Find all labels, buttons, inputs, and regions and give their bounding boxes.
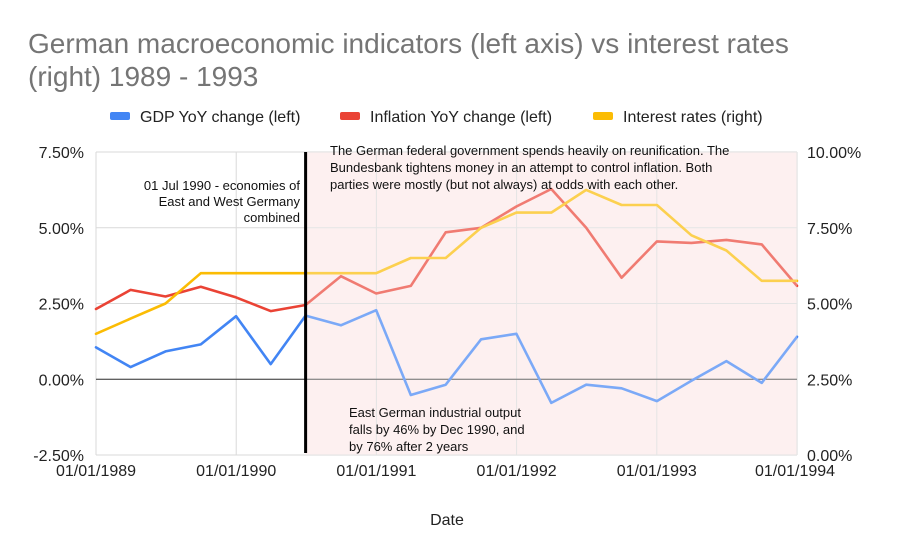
y-left-tick-label: 5.00% (39, 221, 84, 238)
annotation-industrial-line-1: East German industrial output (349, 405, 521, 420)
y-left-tick-label: 0.00% (39, 372, 84, 389)
legend-swatch-inflation (340, 112, 360, 120)
chart-title-line-1: German macroeconomic indicators (left ax… (28, 28, 789, 59)
legend: GDP YoY change (left) Inflation YoY chan… (110, 109, 763, 126)
y-right-tick-label: 2.50% (807, 372, 852, 389)
series-line-inflation (94, 187, 799, 313)
legend-swatch-interest (593, 112, 613, 120)
series-line-gdp (94, 308, 799, 405)
y-right-tick-label: 0.00% (807, 448, 852, 465)
annotation-reunification-line-1: The German federal government spends hea… (330, 143, 729, 158)
chart-title-line-2: (right) 1989 - 1993 (28, 61, 258, 92)
annotation-merge-line-2: East and West Germany (159, 194, 301, 209)
x-tick-label: 01/01/1993 (617, 463, 697, 480)
x-tick-label: 01/01/1994 (755, 463, 835, 480)
annotation-industrial-line-3: by 76% after 2 years (349, 439, 469, 454)
series-lines (94, 152, 799, 455)
legend-swatch-gdp (110, 112, 130, 120)
y-right-tick-label: 7.50% (807, 221, 852, 238)
annotation-merge-line-1: 01 Jul 1990 - economies of (144, 178, 300, 193)
annotation-industrial-line-2: falls by 46% by Dec 1990, and (349, 422, 525, 437)
x-tick-label: 01/01/1991 (336, 463, 416, 480)
y-left-tick-label: 2.50% (39, 297, 84, 314)
x-tick-label: 01/01/1989 (56, 463, 136, 480)
y-right-tick-label: 5.00% (807, 297, 852, 314)
annotation-reunification: The German federal government spends hea… (330, 143, 729, 192)
annotation-merge: 01 Jul 1990 - economies of East and West… (144, 178, 301, 225)
x-tick-label: 01/01/1990 (196, 463, 276, 480)
legend-label-gdp: GDP YoY change (left) (140, 109, 300, 126)
y-left-tick-label: -2.50% (33, 448, 84, 465)
annotation-industrial-output: East German industrial output falls by 4… (349, 405, 525, 454)
y-axis-left-ticks: 7.50% 5.00% 2.50% 0.00% -2.50% (33, 145, 84, 465)
annotation-merge-line-3: combined (244, 210, 300, 225)
annotation-reunification-line-3: parties were mostly (but not always) at … (330, 177, 678, 192)
y-axis-right-ticks: 10.00% 7.50% 5.00% 2.50% 0.00% (807, 145, 861, 465)
x-axis-title: Date (430, 512, 464, 529)
y-right-tick-label: 10.00% (807, 145, 861, 162)
legend-label-inflation: Inflation YoY change (left) (370, 109, 552, 126)
y-left-tick-label: 7.50% (39, 145, 84, 162)
legend-label-interest: Interest rates (right) (623, 109, 763, 126)
series-line-interest (94, 188, 799, 336)
x-axis-ticks: 01/01/1989 01/01/1990 01/01/1991 01/01/1… (56, 463, 835, 480)
shaded-region-overlay (305, 152, 797, 455)
x-tick-label: 01/01/1992 (477, 463, 557, 480)
annotation-reunification-line-2: Bundesbank tightens money in an attempt … (330, 160, 712, 175)
